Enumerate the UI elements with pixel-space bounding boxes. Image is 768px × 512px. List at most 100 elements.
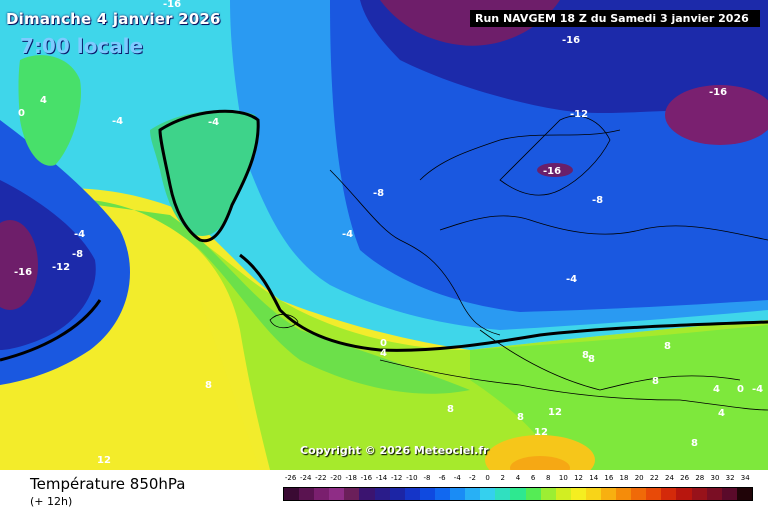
scale-label: 30 xyxy=(710,474,720,482)
contour-label: -4 xyxy=(342,229,353,240)
scale-swatch xyxy=(419,488,435,500)
scale-swatch xyxy=(525,488,541,500)
scale-swatch xyxy=(540,488,556,500)
scale-label: -8 xyxy=(423,474,431,482)
color-scale-labels: -26 -24 -22 -20 -18 -16 -14 -12 -10 -8 -6 -4 -2 0 2 4 6 8… xyxy=(283,474,753,486)
scale-label: -4 xyxy=(453,474,461,482)
lead-time: (+ 12h) xyxy=(30,495,73,508)
scale-swatch xyxy=(374,488,390,500)
temp-core-scandinavia xyxy=(537,163,573,177)
contour-label: 8 xyxy=(664,341,671,352)
temp-band-west-navy xyxy=(0,180,96,350)
contour-label: 0 xyxy=(18,108,25,119)
scale-swatch xyxy=(706,488,722,500)
contour-label: 4 xyxy=(713,384,720,395)
scale-label: 16 xyxy=(604,474,614,482)
variable-title: Température 850hPa xyxy=(30,475,186,493)
scale-label: 4 xyxy=(515,474,521,482)
scale-swatch xyxy=(359,488,375,500)
scale-label: 26 xyxy=(680,474,690,482)
scale-swatch xyxy=(555,488,571,500)
scale-label: 22 xyxy=(649,474,659,482)
scale-swatch xyxy=(691,488,707,500)
scale-label: -2 xyxy=(468,474,476,482)
coastline-europe xyxy=(329,129,768,391)
scale-swatch xyxy=(616,488,632,500)
contour-label: -4 xyxy=(74,229,85,240)
scale-label: 32 xyxy=(725,474,735,482)
scale-swatch xyxy=(631,488,647,500)
contour-label: -16 xyxy=(163,0,181,10)
scale-label: 6 xyxy=(530,474,536,482)
legend-footer: Température 850hPa (+ 12h) -26 -24 -22 -20-… xyxy=(0,470,768,512)
coastline-scandinavia xyxy=(499,115,611,196)
scale-label: 10 xyxy=(558,474,568,482)
contour-label: 8 xyxy=(582,350,589,361)
contour-label: 8 xyxy=(447,404,454,415)
contour-label: -8 xyxy=(72,249,83,260)
scale-label: -10 xyxy=(406,474,418,482)
contour-label: 8 xyxy=(691,438,698,449)
scale-swatch xyxy=(736,488,752,500)
scale-swatch xyxy=(585,488,601,500)
color-scale: -26 -24 -22 -20 -18 -16 -14 -12 -10 -8 -6 -4 -2 0 2 4 6 8… xyxy=(283,474,753,508)
scale-label: -22 xyxy=(315,474,327,482)
zero-contour xyxy=(158,109,768,352)
contour-label: 0 xyxy=(380,338,387,349)
contour-label: 8 xyxy=(588,354,595,365)
scale-swatch xyxy=(661,488,677,500)
greenland-green xyxy=(18,55,81,166)
scale-swatch xyxy=(404,488,420,500)
scale-label: -18 xyxy=(345,474,357,482)
contour-label: -16 xyxy=(14,267,32,278)
scale-swatch xyxy=(570,488,586,500)
contour-label: 12 xyxy=(534,427,548,438)
contour-label: -4 xyxy=(752,384,763,395)
contour-labels: -16 -16 -16 -16 -12 -12 -16 -8 -8 -8 -4 … xyxy=(14,0,763,466)
coastline-iceland xyxy=(269,313,299,329)
contour-label: -8 xyxy=(592,195,603,206)
scale-label: 8 xyxy=(546,474,551,482)
forecast-date: Dimanche 4 janvier 2026 xyxy=(6,10,221,28)
scale-swatch xyxy=(676,488,692,500)
scale-label: -16 xyxy=(360,474,373,482)
temp-band-warm-spot xyxy=(485,435,595,470)
contour-label: -16 xyxy=(543,166,561,177)
scale-label: -14 xyxy=(375,474,388,482)
scale-swatch xyxy=(344,488,360,500)
scale-swatch xyxy=(329,488,345,500)
scale-swatch xyxy=(434,488,451,500)
temperature-map: -16 -16 -16 -16 -12 -12 -16 -8 -8 -8 -4 … xyxy=(0,0,768,470)
model-run-banner: Run NAVGEM 18 Z du Samedi 3 janvier 2026 xyxy=(470,10,760,27)
contour-label: 12 xyxy=(97,455,111,466)
zero-contour-west xyxy=(0,299,102,362)
contour-label: 4 xyxy=(380,348,387,359)
contour-label: 12 xyxy=(548,407,562,418)
scale-label: -24 xyxy=(300,474,312,482)
forecast-time: 7:00 locale xyxy=(20,34,144,58)
scale-swatch xyxy=(495,488,511,500)
temp-core-east xyxy=(665,85,768,145)
contour-label: 0 xyxy=(737,384,744,395)
temp-core-west xyxy=(0,220,38,310)
scale-swatch xyxy=(284,488,300,500)
scale-swatch xyxy=(314,488,330,500)
color-scale-swatches xyxy=(283,487,753,501)
coastline-north-africa xyxy=(379,359,768,411)
temp-band-warm-core xyxy=(510,456,570,470)
contour-label: 8 xyxy=(652,376,659,387)
contour-label: 4 xyxy=(40,95,47,106)
contour-label: 4 xyxy=(718,408,725,419)
scale-swatch xyxy=(299,488,315,500)
scale-swatch xyxy=(721,488,737,500)
contour-label: -4 xyxy=(112,116,123,127)
scale-label: -12 xyxy=(390,474,403,482)
contour-label: -16 xyxy=(562,35,580,46)
scale-label: 12 xyxy=(574,474,583,482)
scale-label: -20 xyxy=(330,474,342,482)
contour-label: -12 xyxy=(570,109,588,120)
scale-label: 0 xyxy=(485,474,490,482)
contour-label: -16 xyxy=(709,87,727,98)
scale-label: 18 xyxy=(619,474,629,482)
copyright-notice: Copyright © 2026 Meteociel.fr xyxy=(300,444,489,457)
